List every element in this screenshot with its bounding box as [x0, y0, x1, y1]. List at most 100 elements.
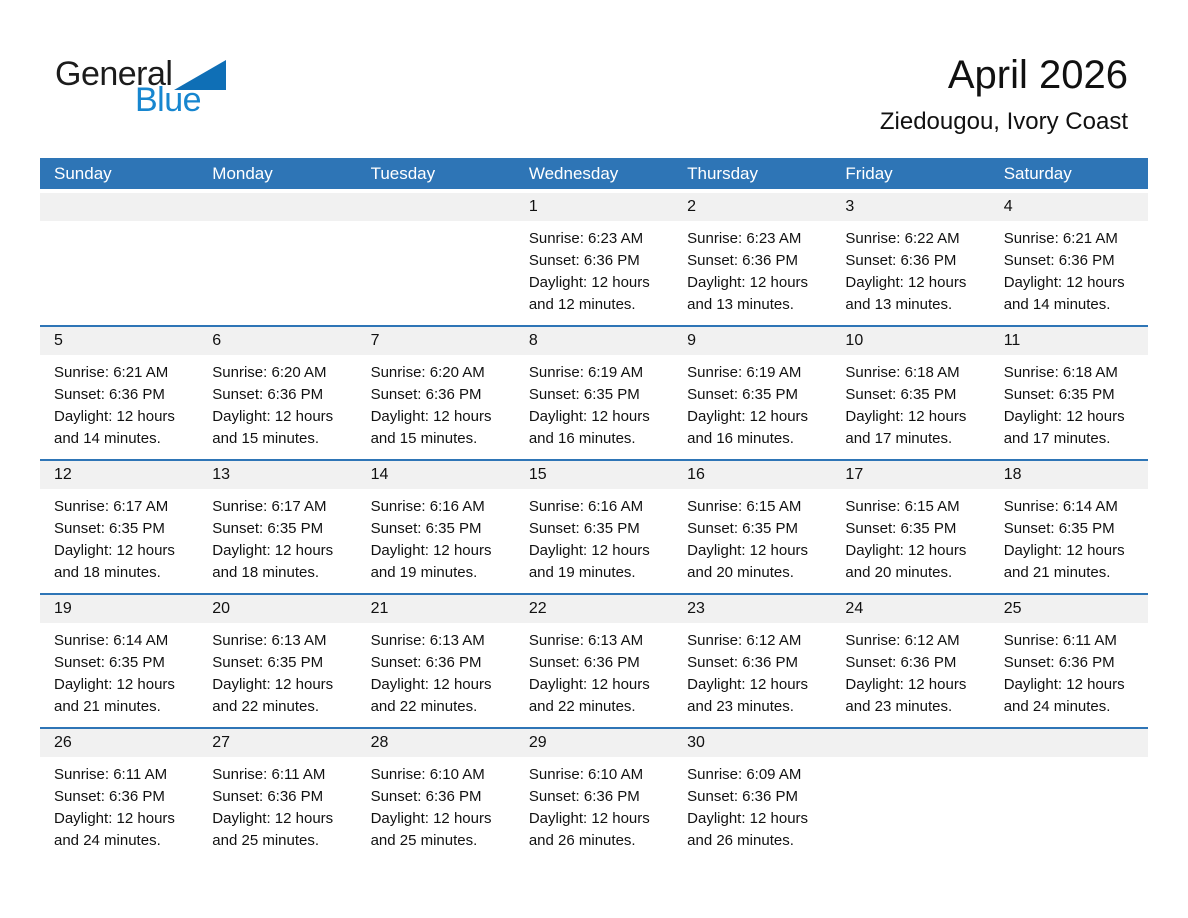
detail-line: Daylight: 12 hours	[54, 408, 175, 425]
detail-line: and 22 minutes.	[212, 698, 320, 715]
day-cell-11: 11 Sunrise: 6:18 AM Sunset: 6:35 PM Dayligh…	[989, 327, 1148, 459]
day-cell-28: 28 Sunrise: 6:10 AM Sunset: 6:36 PM Dayligh…	[356, 729, 515, 861]
day-details: Sunrise: 6:19 AM Sunset: 6:35 PM Daylight:…	[673, 355, 831, 450]
detail-line: Daylight: 12 hours	[54, 810, 175, 827]
day-details: Sunrise: 6:18 AM Sunset: 6:35 PM Daylight:…	[990, 355, 1148, 450]
day-number	[198, 193, 357, 221]
day-cell-3: 3 Sunrise: 6:22 AM Sunset: 6:36 PM Daylight…	[831, 193, 990, 325]
detail-line: Sunrise: 6:10 AM	[370, 766, 485, 783]
detail-line: Daylight: 12 hours	[528, 408, 650, 425]
detail-line: Sunrise: 6:14 AM	[54, 632, 169, 649]
detail-line: Sunset: 6:36 PM	[212, 788, 324, 805]
detail-line: and 15 minutes.	[212, 430, 320, 447]
day-details: Sunrise: 6:20 AM Sunset: 6:36 PM Daylight:…	[198, 355, 356, 450]
day-number: 29	[514, 729, 674, 757]
detail-line: Daylight: 12 hours	[370, 408, 492, 425]
weekday-row: Sunday Monday Tuesday Wednesday Thursday Frid…	[40, 158, 1148, 189]
detail-line: Sunset: 6:36 PM	[528, 788, 640, 805]
detail-line: Daylight: 12 hours	[528, 274, 650, 291]
day-details: Sunrise: 6:13 AM Sunset: 6:36 PM Daylight:…	[357, 623, 515, 718]
day-cell-15: 15 Sunrise: 6:16 AM Sunset: 6:35 PM Dayligh…	[514, 461, 674, 593]
detail-line: Sunrise: 6:23 AM	[687, 230, 802, 247]
detail-line: Sunrise: 6:20 AM	[370, 364, 485, 381]
detail-line: and 16 minutes.	[528, 430, 636, 447]
detail-line: Sunset: 6:36 PM	[370, 654, 482, 671]
day-cell-14: 14 Sunrise: 6:16 AM Sunset: 6:35 PM Dayligh…	[356, 461, 515, 593]
day-number: 11	[989, 327, 1148, 355]
detail-line: Daylight: 12 hours	[212, 542, 334, 559]
day-details	[990, 757, 1148, 764]
detail-line: Sunrise: 6:12 AM	[687, 632, 802, 649]
day-cell-20: 20 Sunrise: 6:13 AM Sunset: 6:35 PM Dayligh…	[198, 595, 357, 727]
detail-line: Daylight: 12 hours	[54, 542, 175, 559]
detail-line: and 12 minutes.	[528, 296, 636, 313]
detail-line: Sunset: 6:36 PM	[687, 788, 799, 805]
day-cell-9: 9 Sunrise: 6:19 AM Sunset: 6:35 PM Daylight…	[673, 327, 832, 459]
day-cell-empty	[356, 193, 515, 325]
day-number: 17	[831, 461, 990, 489]
detail-line: Sunrise: 6:14 AM	[1003, 498, 1118, 515]
day-number: 9	[673, 327, 832, 355]
day-details: Sunrise: 6:12 AM Sunset: 6:36 PM Daylight:…	[831, 623, 989, 718]
detail-line: Sunrise: 6:11 AM	[212, 766, 326, 783]
weekday-header-monday: Monday	[212, 163, 273, 183]
day-details: Sunrise: 6:09 AM Sunset: 6:36 PM Daylight:…	[673, 757, 831, 852]
detail-line: Sunrise: 6:23 AM	[528, 230, 644, 247]
day-cell-17: 17 Sunrise: 6:15 AM Sunset: 6:35 PM Dayligh…	[831, 461, 990, 593]
day-details	[357, 221, 515, 228]
detail-line: and 26 minutes.	[528, 832, 636, 849]
day-number: 2	[673, 193, 832, 221]
day-number: 16	[673, 461, 832, 489]
detail-line: and 18 minutes.	[212, 564, 320, 581]
week-row-3: 12 Sunrise: 6:17 AM Sunset: 6:35 PM Dayligh…	[40, 459, 1148, 593]
detail-line: and 13 minutes.	[687, 296, 794, 313]
detail-line: Sunset: 6:35 PM	[54, 520, 165, 537]
detail-line: Daylight: 12 hours	[1003, 676, 1125, 693]
day-number	[831, 729, 990, 757]
day-details: Sunrise: 6:11 AM Sunset: 6:36 PM Daylight:…	[198, 757, 356, 852]
detail-line: Sunrise: 6:11 AM	[54, 766, 168, 783]
detail-line: Sunset: 6:36 PM	[212, 386, 324, 403]
detail-line: Sunset: 6:36 PM	[528, 252, 640, 269]
day-details: Sunrise: 6:17 AM Sunset: 6:35 PM Daylight:…	[40, 489, 198, 584]
detail-line: and 24 minutes.	[54, 832, 161, 849]
day-number: 30	[673, 729, 832, 757]
day-cell-30: 30 Sunrise: 6:09 AM Sunset: 6:36 PM Dayligh…	[673, 729, 832, 861]
week-row-2: 5 Sunrise: 6:21 AM Sunset: 6:36 PM Daylight…	[40, 325, 1148, 459]
detail-line: Sunset: 6:35 PM	[687, 520, 799, 537]
detail-line: and 19 minutes.	[370, 564, 478, 581]
detail-line: Sunrise: 6:18 AM	[845, 364, 960, 381]
title-block: April 2026 Ziedougou, Ivory Coast	[880, 52, 1128, 136]
detail-line: Sunset: 6:35 PM	[212, 654, 324, 671]
day-cell-empty	[831, 729, 990, 861]
day-number: 6	[198, 327, 357, 355]
detail-line: Sunset: 6:35 PM	[1003, 386, 1115, 403]
weekday-header-sunday: Sunday	[54, 163, 112, 183]
detail-line: Sunrise: 6:15 AM	[687, 498, 802, 515]
detail-line: Daylight: 12 hours	[687, 274, 809, 291]
day-number: 26	[40, 729, 199, 757]
detail-line: Sunset: 6:36 PM	[54, 788, 165, 805]
day-details	[831, 757, 989, 764]
day-details: Sunrise: 6:15 AM Sunset: 6:35 PM Daylight:…	[673, 489, 831, 584]
detail-line: and 15 minutes.	[370, 430, 478, 447]
weekday-header-friday: Friday	[845, 163, 893, 183]
day-details: Sunrise: 6:17 AM Sunset: 6:35 PM Daylight:…	[198, 489, 356, 584]
detail-line: and 20 minutes.	[687, 564, 794, 581]
detail-line: Daylight: 12 hours	[1003, 408, 1125, 425]
day-number: 10	[831, 327, 990, 355]
day-details: Sunrise: 6:10 AM Sunset: 6:36 PM Daylight:…	[357, 757, 515, 852]
day-cell-22: 22 Sunrise: 6:13 AM Sunset: 6:36 PM Dayligh…	[514, 595, 674, 727]
day-number: 15	[514, 461, 674, 489]
detail-line: Daylight: 12 hours	[845, 542, 967, 559]
detail-line: and 14 minutes.	[1003, 296, 1111, 313]
detail-line: Daylight: 12 hours	[528, 676, 650, 693]
detail-line: and 17 minutes.	[845, 430, 953, 447]
detail-line: Sunset: 6:35 PM	[1003, 520, 1115, 537]
detail-line: Daylight: 12 hours	[212, 810, 334, 827]
calendar-body: 1 Sunrise: 6:23 AM Sunset: 6:36 PM Daylight…	[40, 189, 1148, 861]
detail-line: Sunrise: 6:21 AM	[1003, 230, 1118, 247]
day-number: 1	[514, 193, 674, 221]
detail-line: Sunrise: 6:18 AM	[1003, 364, 1118, 381]
